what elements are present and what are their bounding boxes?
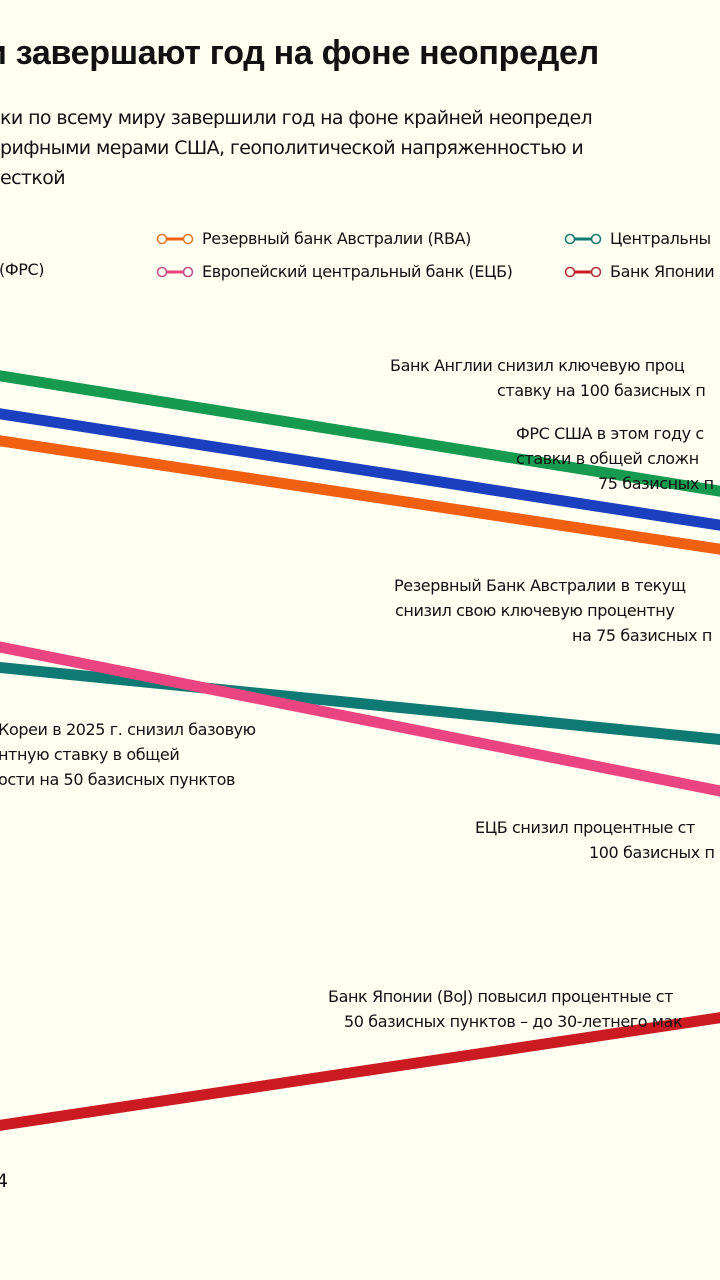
legend-label: Резервный банк Австралии (RBA) <box>202 229 471 248</box>
series-line-fed <box>0 408 720 531</box>
legend-item-ecb: Европейский центральный банк (ЕЦБ) <box>156 262 513 281</box>
legend-label: Банк Японии <box>610 262 715 281</box>
annotation-line: Банк Японии (BoJ) повысил процентные ст <box>328 987 674 1006</box>
annotation-rba: Резервный Банк Австралии в текущ снизил … <box>394 573 712 648</box>
annotation-line: Банк Англии снизил ключевую проц <box>390 356 685 375</box>
line-marker-icon <box>564 266 602 277</box>
legend-item-rba: Резервный банк Австралии (RBA) <box>156 229 471 248</box>
annotation-line: 50 базисных пунктов – до 30-летнего мак <box>344 1012 683 1031</box>
subtitle-line: ки по всему миру завершили год на фоне к… <box>0 107 593 129</box>
annotation-line: ФРС США в этом году с <box>516 424 704 443</box>
annotation-line: 75 базисных п <box>598 474 714 493</box>
annotation-line: Резервный Банк Австралии в текущ <box>394 576 686 595</box>
annotation-bok: Кореи в 2025 г. снизил базовую нтную ста… <box>0 717 256 792</box>
annotation-line: Кореи в 2025 г. снизил базовую <box>0 720 256 739</box>
annotation-ecb: ЕЦБ снизил процентные ст 100 базисных п <box>475 815 715 865</box>
annotation-line: ЕЦБ снизил процентные ст <box>475 818 695 837</box>
legend-item-bok: Центральны <box>564 229 711 248</box>
series-line-rba <box>0 435 720 555</box>
series-line-bok <box>0 661 720 746</box>
x-axis-tick-label: 4 <box>0 1170 9 1192</box>
legend-item-fed: (ФРС) <box>0 260 44 279</box>
annotation-fed: ФРС США в этом году с ставки в общей сло… <box>516 421 714 496</box>
legend-label: (ФРС) <box>0 260 45 279</box>
series-line-boe <box>0 370 720 497</box>
annotation-line: ставку на 100 базисных п <box>497 381 706 400</box>
series-line-ecb <box>0 641 720 797</box>
annotation-boe: Банк Англии снизил ключевую проц ставку … <box>390 353 720 403</box>
annotation-line: 100 базисных п <box>589 843 715 862</box>
legend-label: Европейский центральный банк (ЕЦБ) <box>202 262 513 281</box>
legend-label: Центральны <box>610 229 711 248</box>
annotation-line: на 75 базисных п <box>572 626 712 645</box>
annotation-line: снизил свою ключевую процентну <box>395 601 675 620</box>
line-marker-icon <box>156 266 194 277</box>
series-line-boj <box>0 1012 720 1131</box>
subtitle-line: рифными мерами США, геополитической напр… <box>0 137 584 159</box>
legend-item-boj: Банк Японии <box>564 262 715 281</box>
line-marker-icon <box>564 233 602 244</box>
page-title: и завершают год на фоне неопредел <box>0 34 599 72</box>
annotation-line: нтную ставку в общей <box>0 745 180 764</box>
page-subtitle: ки по всему миру завершили год на фоне к… <box>0 103 593 193</box>
annotation-line: ости на 50 базисных пунктов <box>0 770 236 789</box>
annotation-line: ставки в общей сложн <box>516 449 699 468</box>
line-marker-icon <box>156 233 194 244</box>
subtitle-line: есткой <box>0 167 66 189</box>
annotation-boj: Банк Японии (BoJ) повысил процентные ст … <box>328 984 683 1034</box>
